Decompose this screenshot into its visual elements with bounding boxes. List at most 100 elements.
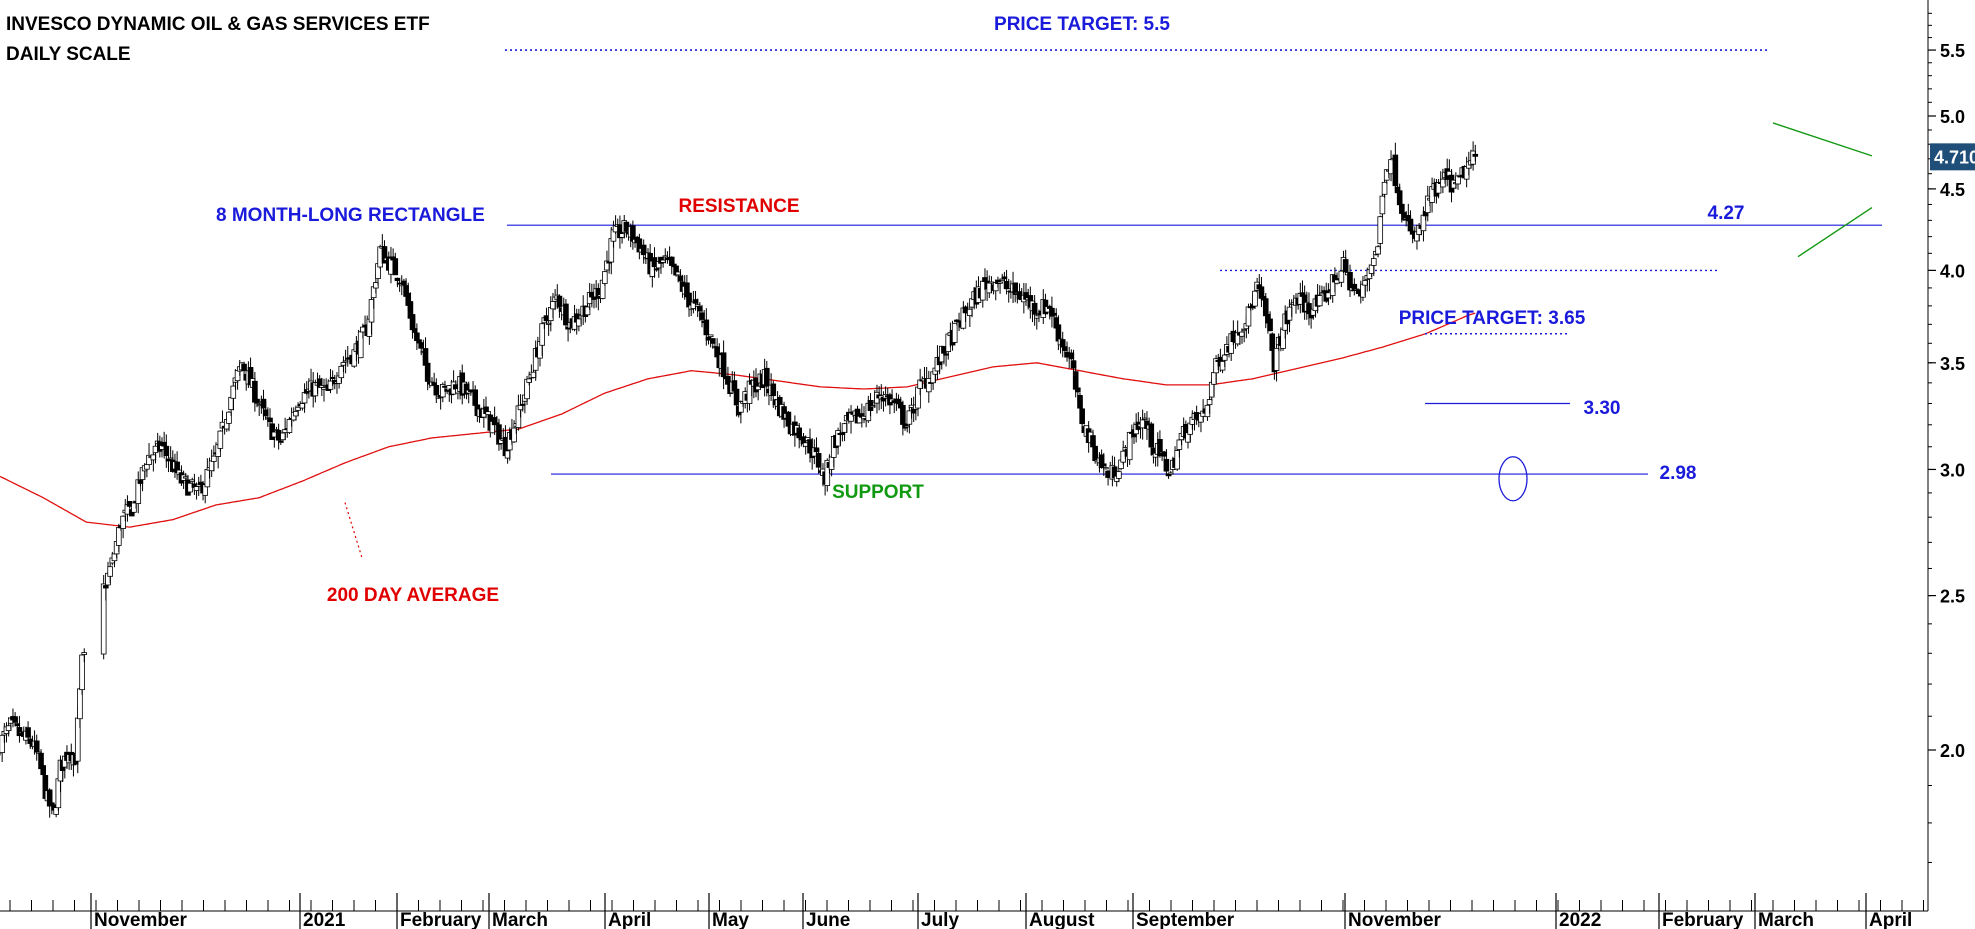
low-highlight-ellipse: [1498, 456, 1528, 502]
candle-body: [1221, 354, 1228, 361]
candle-body: [163, 445, 170, 456]
rectangle-label: 8 MONTH-LONG RECTANGLE: [216, 205, 485, 226]
moving-average-layer: [0, 312, 1476, 528]
candle-body: [539, 323, 545, 346]
x-tick-label: March: [492, 910, 548, 929]
candle-body: [1472, 153, 1479, 157]
y-tick-label: 3.5: [1940, 354, 1965, 374]
candle-body: [485, 411, 491, 415]
candle-body: [392, 258, 399, 276]
resistance-label: RESISTANCE: [678, 196, 799, 217]
candle-body: [815, 453, 822, 468]
candle-body: [1148, 423, 1155, 448]
chart-title: INVESCO DYNAMIC OIL & GAS SERVICES ETF: [6, 14, 430, 35]
candle-body: [710, 338, 716, 344]
candle-body: [1167, 472, 1174, 475]
candle-body: [1370, 258, 1377, 266]
x-tick-label: February: [400, 910, 482, 929]
candle-body: [1338, 270, 1345, 283]
candle-body: [1381, 181, 1388, 195]
candle-body: [1342, 259, 1349, 273]
level-330-label: 3.30: [1584, 398, 1621, 419]
ma200-label: 200 DAY AVERAGE: [327, 585, 499, 606]
x-tick-label: February: [1662, 910, 1744, 929]
candle-body: [1252, 290, 1258, 307]
candle-body: [230, 385, 237, 399]
candle-body: [49, 802, 55, 805]
candle-body: [79, 654, 85, 691]
triangle-upper-line: [1772, 122, 1873, 157]
candle-body: [1377, 216, 1384, 244]
candle-body: [472, 389, 478, 406]
candle-body: [100, 583, 107, 655]
y-tick-label: 5.5: [1940, 41, 1965, 61]
candle-body: [241, 363, 247, 372]
x-tick-label: 2021: [303, 910, 346, 929]
x-tick-label: September: [1136, 910, 1235, 929]
candle-body: [951, 322, 958, 343]
candle-body: [720, 352, 727, 378]
level-lines-layer: [344, 49, 1882, 559]
x-tick-label: November: [94, 910, 188, 929]
last-price-value: 4.710: [1934, 147, 1975, 167]
candle-body: [1174, 450, 1181, 470]
small-price-target-label: PRICE TARGET: 3.65: [1399, 308, 1586, 329]
level-427-label: 4.27: [1708, 203, 1745, 224]
candle-body: [1379, 195, 1386, 215]
candle-body: [107, 566, 113, 577]
x-tick-label: August: [1029, 910, 1095, 929]
candle-body: [254, 398, 260, 404]
candle-body: [1392, 154, 1399, 187]
candle-body: [1375, 246, 1381, 255]
candle-body: [1267, 318, 1273, 332]
candle-body: [703, 319, 710, 336]
candle-body: [226, 411, 232, 424]
candle-body: [707, 334, 714, 338]
candle-body: [40, 765, 46, 776]
x-tick-label: May: [712, 910, 749, 929]
x-tick-label: July: [921, 910, 959, 929]
candle-body: [1316, 295, 1323, 307]
last-price-tag-bg: [1930, 143, 1975, 171]
x-tick-label: June: [806, 910, 850, 929]
last-price-tag: 4.710: [1930, 143, 1975, 171]
candle-body: [602, 271, 608, 284]
candle-body: [25, 727, 31, 738]
candle-body: [640, 244, 647, 256]
candle-body: [1075, 387, 1081, 393]
candle-body: [1100, 463, 1107, 466]
triangle-lower-line: [1797, 207, 1873, 258]
candle-body: [1163, 458, 1170, 472]
candle-body: [433, 384, 440, 396]
candle-body: [211, 455, 217, 462]
candle-body: [81, 652, 88, 655]
candle-body: [135, 479, 142, 504]
candle-body: [584, 306, 591, 316]
candle-body: [120, 515, 126, 529]
y-tick-label: 5.0: [1940, 107, 1965, 127]
candle-body: [764, 367, 770, 387]
chart-subtitle: DAILY SCALE: [6, 44, 131, 65]
x-tick-label: April: [1869, 910, 1912, 929]
candle-body: [1157, 439, 1163, 457]
y-tick-label: 3.0: [1940, 460, 1965, 480]
candle-body: [267, 417, 273, 423]
candle-body: [1206, 399, 1213, 406]
candle-body: [511, 427, 517, 443]
x-tick-label: 2022: [1559, 910, 1601, 929]
candle-body: [217, 430, 224, 449]
candle-body: [424, 362, 431, 382]
y-tick-label: 4.0: [1940, 261, 1965, 281]
annotation-layer: PRICE TARGET: 5.5 8 MONTH-LONG RECTANGLE…: [216, 14, 1744, 606]
candle-body: [1031, 302, 1038, 315]
candle-body: [1273, 347, 1280, 371]
candle-body: [733, 388, 740, 406]
support-label: SUPPORT: [832, 482, 924, 503]
x-tick-label: March: [1758, 910, 1814, 929]
candle-body: [1079, 408, 1085, 425]
candles-layer: [0, 141, 1479, 818]
candle-body: [926, 378, 932, 393]
x-tick-label: November: [1348, 910, 1442, 929]
